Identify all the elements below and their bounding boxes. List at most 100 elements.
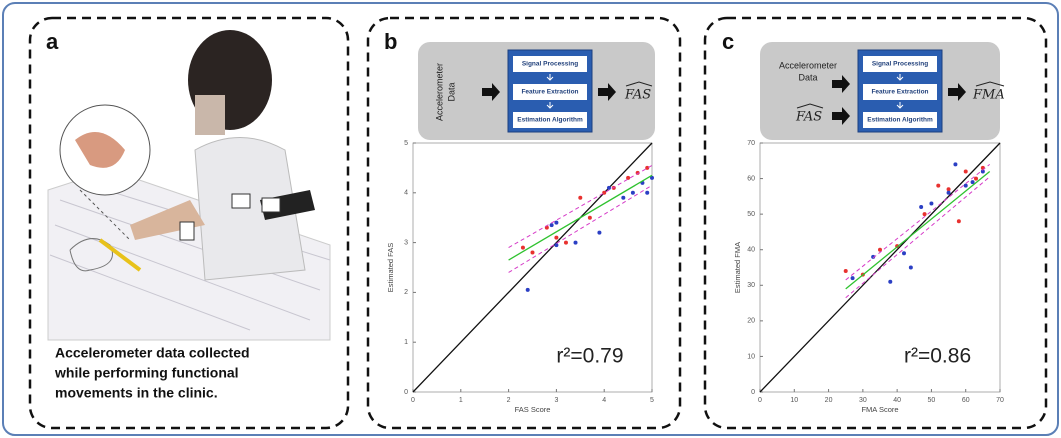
- arrow: [832, 75, 850, 93]
- step-box: [863, 112, 937, 128]
- x-tick-label: 0: [411, 397, 415, 404]
- panel-label: c: [722, 29, 734, 54]
- diagram-output: FAS: [624, 88, 651, 103]
- confidence-line: [845, 176, 991, 299]
- diagram-input: Data: [798, 72, 817, 82]
- y-tick-label: 10: [747, 353, 755, 360]
- y-tick-label: 4: [404, 190, 408, 197]
- photo: [47, 30, 331, 341]
- point: [520, 245, 525, 250]
- point: [602, 190, 607, 195]
- point: [974, 176, 978, 181]
- point: [919, 205, 924, 210]
- x-tick-label: 0: [758, 397, 762, 404]
- y-tick-label: 70: [747, 140, 755, 147]
- point: [850, 276, 855, 281]
- y-tick-label: 2: [404, 289, 408, 296]
- x-tick-label: 3: [554, 397, 558, 404]
- point: [606, 185, 611, 190]
- point: [908, 265, 913, 270]
- hat: [975, 81, 1005, 87]
- y-tick-label: 60: [747, 175, 755, 182]
- point: [650, 175, 654, 180]
- diagram-input: Data: [446, 82, 456, 101]
- caption: while performing functional: [54, 365, 239, 381]
- annotation: r²=0.79: [556, 345, 623, 368]
- x-tick-label: 2: [507, 397, 511, 404]
- point: [963, 169, 968, 174]
- point: [578, 195, 583, 200]
- point: [902, 251, 906, 256]
- arrow: [948, 83, 966, 101]
- y-tick-label: 30: [747, 282, 755, 289]
- point: [554, 220, 559, 225]
- y-axis-label: Estimated FAS: [386, 243, 395, 293]
- point: [525, 287, 530, 292]
- point: [956, 219, 961, 224]
- panel-label: a: [46, 29, 59, 54]
- y-tick-label: 40: [747, 247, 755, 254]
- point: [946, 187, 951, 192]
- point: [563, 240, 568, 245]
- x-tick-label: 1: [459, 397, 463, 404]
- point: [953, 162, 958, 167]
- y-tick-label: 5: [404, 140, 408, 147]
- x-tick-label: 4: [602, 397, 606, 404]
- point: [888, 279, 893, 284]
- point: [946, 190, 951, 195]
- point: [843, 269, 848, 274]
- point: [871, 254, 876, 259]
- y-tick-label: 20: [747, 318, 755, 325]
- point: [963, 183, 968, 188]
- diagram-input: Accelerometer: [779, 60, 837, 70]
- caption: movements in the clinic.: [55, 385, 218, 401]
- step-label: Signal Processing: [522, 61, 578, 68]
- panel-frame: [28, 16, 350, 430]
- point: [554, 235, 559, 240]
- x-tick-label: 40: [893, 397, 901, 404]
- fit-line: [508, 174, 653, 261]
- step-box: [863, 56, 937, 72]
- point: [554, 243, 559, 248]
- y-tick-label: 0: [751, 389, 755, 396]
- x-tick-label: 10: [790, 397, 798, 404]
- step-label: Estimation Algorithm: [517, 117, 583, 124]
- point: [645, 190, 650, 195]
- fit-line: [759, 142, 1001, 393]
- panel-label: b: [384, 29, 397, 54]
- x-tick-label: 70: [996, 397, 1004, 404]
- arrow: [482, 83, 500, 101]
- x-tick-label: 5: [650, 397, 654, 404]
- caption: Accelerometer data collected: [55, 345, 250, 361]
- arrow: [832, 107, 850, 125]
- point: [597, 230, 602, 235]
- fit-line: [845, 170, 991, 290]
- x-tick-label: 50: [928, 397, 936, 404]
- step-label: Feature Extraction: [871, 89, 928, 96]
- point: [530, 250, 535, 255]
- arrow: [598, 83, 616, 101]
- hat: [796, 103, 824, 109]
- y-axis-label: Estimated FMA: [733, 242, 742, 293]
- point: [980, 169, 985, 174]
- point: [626, 175, 631, 180]
- x-tick-label: 60: [962, 397, 970, 404]
- step-arrow: [896, 74, 904, 109]
- x-axis-label: FAS Score: [515, 405, 551, 414]
- point: [573, 240, 578, 245]
- x-tick-label: 30: [859, 397, 867, 404]
- diagram-input: Accelerometer: [434, 63, 444, 121]
- step-box: [513, 56, 587, 72]
- point: [936, 183, 941, 188]
- y-tick-label: 50: [747, 211, 755, 218]
- x-tick-label: 20: [825, 397, 833, 404]
- x-axis-label: FMA Score: [861, 405, 898, 414]
- y-tick-label: 3: [404, 239, 408, 246]
- point: [587, 215, 592, 220]
- y-tick-label: 0: [404, 389, 408, 396]
- step-label: Feature Extraction: [521, 89, 578, 96]
- point: [621, 195, 626, 200]
- step-box: [863, 84, 937, 100]
